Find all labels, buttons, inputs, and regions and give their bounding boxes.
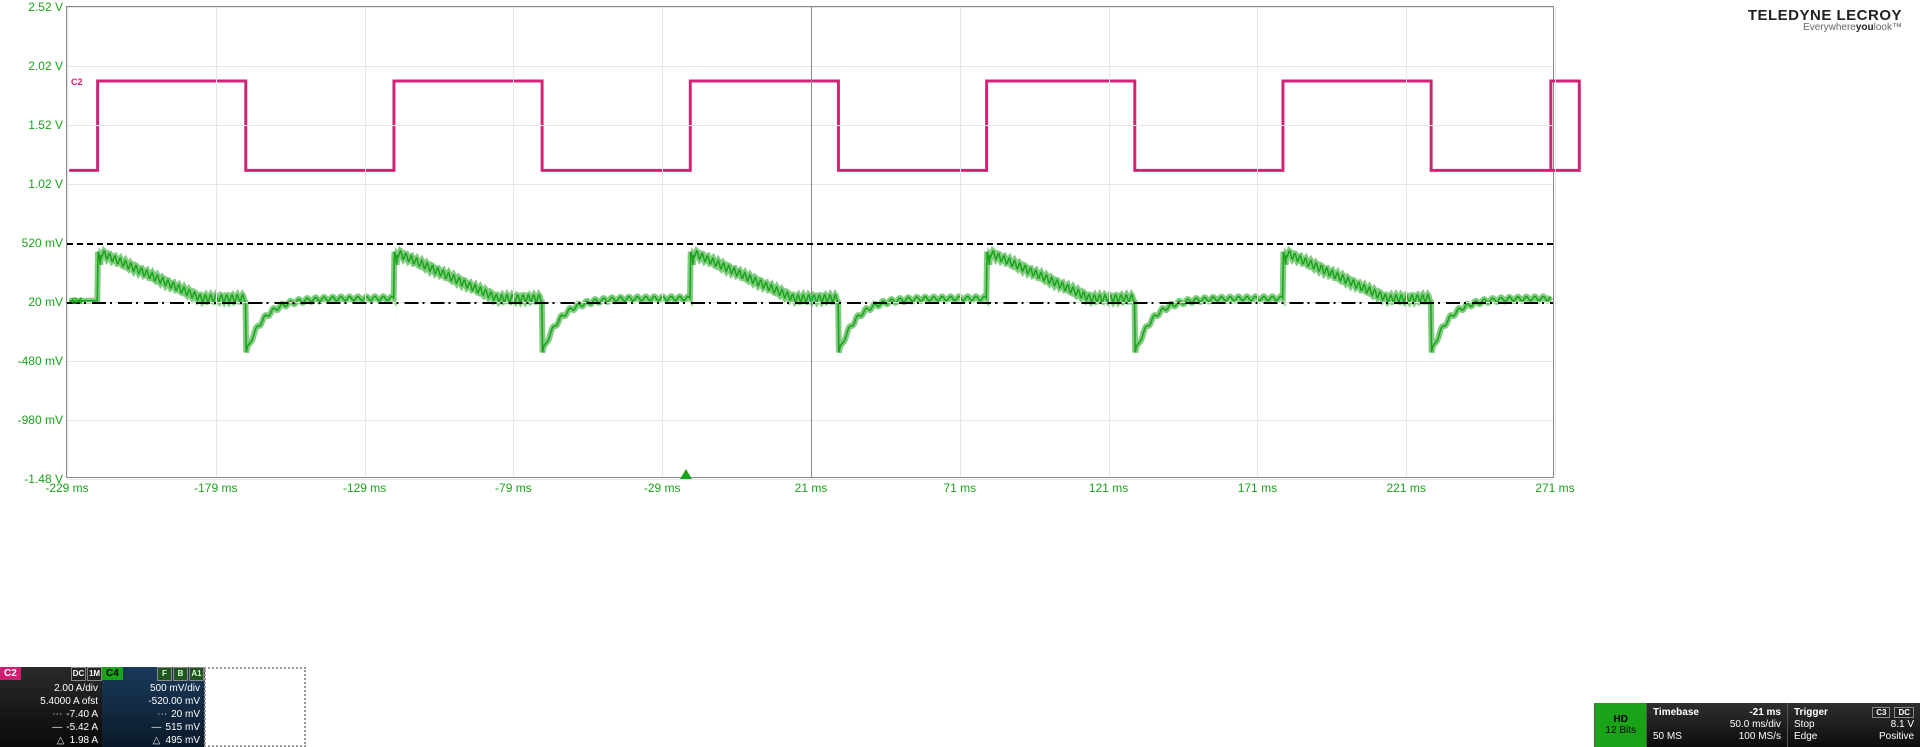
channel-c2-descriptor[interactable]: C2 DC1M 2.00 A/div5.4000 A ofst⋯-7.40 A—… (0, 667, 103, 747)
trigger-coupling-pill: DC (1894, 707, 1914, 718)
c4-rows: 500 mV/div-520.00 mV⋯20 mV—515 mV△495 mV (102, 680, 204, 747)
x-tick-label: -229 ms (45, 481, 88, 495)
c4-flag: F (157, 667, 172, 681)
y-tick-label: 20 mV (28, 295, 63, 309)
x-tick-label: -179 ms (194, 481, 237, 495)
c4-row: △495 mV (102, 734, 200, 747)
tb-r2a: 50 MS (1653, 731, 1682, 743)
c2-tag: C2 (0, 667, 21, 680)
cursor-line[interactable] (67, 243, 1553, 245)
trigger-title: Trigger (1794, 707, 1828, 718)
y-tick-label: 2.52 V (28, 0, 63, 14)
brand-logo: TELEDYNE LECROY Everywhereyoulook™ (1748, 8, 1902, 33)
c2-zero-tag: C2 (69, 77, 85, 88)
trg-r1b: 8.1 V (1891, 719, 1914, 731)
logo-tagline: Everywhereyoulook™ (1748, 23, 1902, 33)
x-tick-label: 121 ms (1089, 481, 1128, 495)
c2-header: C2 DC1M (0, 667, 102, 680)
c2-flag: 1M (87, 667, 102, 681)
c2-flags: DC1M (70, 667, 102, 681)
oscilloscope-plot: 2.52 V2.02 V1.52 V1.02 V520 mV20 mV-480 … (66, 6, 1554, 478)
c4-tag: C4 (102, 667, 123, 680)
trg-r1a: Stop (1794, 719, 1815, 731)
c2-row: ⋯-7.40 A (0, 708, 98, 721)
x-tick-label: 21 ms (795, 481, 828, 495)
c4-flag: A1 (189, 667, 204, 681)
c4-row: -520.00 mV (102, 695, 200, 708)
trace-layer (67, 7, 1553, 477)
timebase-delay: -21 ms (1749, 707, 1781, 718)
status-bar: HD 12 Bits Timebase -21 ms 50.0 ms/div 50… (1594, 703, 1920, 747)
c4-row: 500 mV/div (102, 682, 200, 695)
x-tick-label: -79 ms (495, 481, 532, 495)
x-tick-label: 271 ms (1535, 481, 1574, 495)
hd-title: HD (1613, 714, 1627, 725)
y-tick-label: -480 mV (18, 354, 63, 368)
c4-flag: B (173, 667, 188, 681)
y-tick-label: -980 mV (18, 413, 63, 427)
y-tick-label: 1.52 V (28, 118, 63, 132)
trg-r2b: Positive (1879, 731, 1914, 743)
trigger-position-marker[interactable] (680, 469, 692, 479)
c2-row: 5.4000 A ofst (0, 695, 98, 708)
c2-rows: 2.00 A/div5.4000 A ofst⋯-7.40 A—-5.42 A△… (0, 680, 102, 747)
c4-row: —515 mV (102, 721, 200, 734)
hd-bits: 12 Bits (1605, 725, 1636, 736)
empty-descriptor-slot[interactable] (204, 667, 306, 747)
x-tick-label: 221 ms (1387, 481, 1426, 495)
trg-r2a: Edge (1794, 731, 1817, 743)
trigger-panel[interactable]: Trigger C3 DC Stop 8.1 V Edge Positive (1787, 703, 1920, 747)
tb-r2b: 100 MS/s (1739, 731, 1781, 743)
channel-c4-descriptor[interactable]: C4 FBA1 500 mV/div-520.00 mV⋯20 mV—515 m… (102, 667, 205, 747)
y-tick-label: 520 mV (22, 236, 63, 250)
c2-row: 2.00 A/div (0, 682, 98, 695)
x-tick-label: 71 ms (943, 481, 976, 495)
c4-flags: FBA1 (156, 667, 204, 681)
c2-flag: DC (71, 667, 86, 681)
y-tick-label: 2.02 V (28, 59, 63, 73)
timebase-panel[interactable]: Timebase -21 ms 50.0 ms/div 50 MS 100 MS/s (1646, 703, 1787, 747)
x-tick-label: -129 ms (343, 481, 386, 495)
y-tick-label: 1.02 V (28, 177, 63, 191)
c4-header: C4 FBA1 (102, 667, 204, 680)
cursor-line[interactable] (67, 302, 1553, 304)
c4-zero-tag: C4 (69, 296, 85, 307)
timebase-title: Timebase (1653, 707, 1699, 718)
logo-text: TELEDYNE LECROY (1748, 8, 1902, 23)
x-tick-label: 171 ms (1238, 481, 1277, 495)
c2-row: △1.98 A (0, 734, 98, 747)
hd-badge[interactable]: HD 12 Bits (1594, 703, 1646, 747)
c4-row: ⋯20 mV (102, 708, 200, 721)
c2-row: —-5.42 A (0, 721, 98, 734)
x-tick-label: -29 ms (644, 481, 681, 495)
tb-r1b: 50.0 ms/div (1730, 719, 1781, 731)
trigger-src-pill: C3 (1872, 707, 1890, 718)
